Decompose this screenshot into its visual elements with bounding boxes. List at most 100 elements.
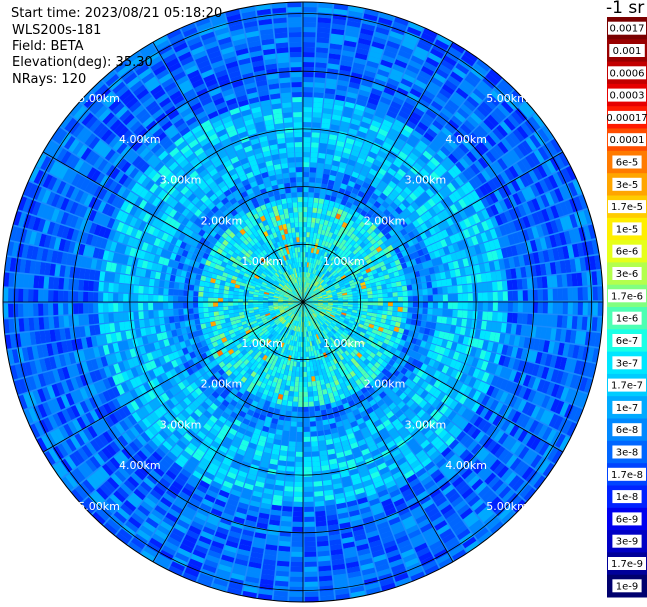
ppi-gate bbox=[316, 254, 321, 260]
ppi-gate bbox=[414, 125, 426, 136]
ppi-gate bbox=[526, 362, 535, 375]
ppi-gate bbox=[303, 456, 312, 462]
ppi-gate bbox=[361, 314, 367, 319]
ppi-gate bbox=[306, 222, 311, 228]
ppi-gate bbox=[551, 275, 558, 288]
ppi-gate bbox=[325, 215, 331, 221]
ppi-gate bbox=[587, 224, 597, 239]
ppi-gate bbox=[402, 302, 408, 307]
ppi-gate bbox=[364, 107, 376, 115]
ppi-gate bbox=[521, 278, 528, 290]
ppi-gate bbox=[340, 285, 346, 290]
ppi-gate bbox=[466, 193, 476, 204]
ppi-gate bbox=[308, 247, 312, 253]
ppi-gate bbox=[566, 273, 573, 287]
ppi-gate bbox=[312, 298, 318, 301]
ppi-gate bbox=[536, 210, 545, 224]
ppi-gate bbox=[376, 184, 385, 193]
ppi-gate bbox=[360, 209, 368, 217]
ppi-gate bbox=[334, 99, 345, 107]
ppi-gate bbox=[279, 535, 291, 542]
ppi-gate bbox=[358, 152, 368, 160]
ppi-gate bbox=[474, 187, 485, 199]
ppi-gate bbox=[363, 255, 370, 261]
ppi-gate bbox=[322, 224, 328, 231]
ppi-gate bbox=[452, 285, 458, 294]
ppi-gate bbox=[328, 200, 335, 207]
ppi-gate bbox=[472, 175, 483, 187]
ppi-gate bbox=[338, 74, 350, 82]
ppi-gate bbox=[477, 283, 483, 292]
ppi-gate bbox=[342, 194, 350, 202]
ppi-gate bbox=[477, 157, 489, 169]
ppi-gate bbox=[579, 393, 589, 408]
ppi-gate bbox=[461, 276, 467, 285]
ppi-gate bbox=[396, 252, 404, 259]
ppi-gate bbox=[290, 571, 303, 577]
ppi-gate bbox=[449, 325, 457, 334]
ppi-gate bbox=[567, 344, 575, 358]
ppi-gate bbox=[421, 247, 429, 255]
ppi-gate bbox=[292, 526, 303, 532]
ppi-gate bbox=[314, 227, 319, 234]
ppi-gate bbox=[383, 87, 396, 96]
ppi-gate bbox=[340, 121, 350, 128]
ppi-gate bbox=[458, 83, 472, 96]
ppi-gate bbox=[521, 188, 531, 201]
ppi-gate bbox=[428, 142, 440, 153]
ppi-gate bbox=[349, 261, 356, 267]
ppi-gate bbox=[289, 386, 295, 392]
ppi-gate bbox=[454, 326, 461, 335]
ppi-gate bbox=[303, 366, 307, 372]
ppi-gate bbox=[327, 273, 333, 279]
ppi-gate bbox=[479, 330, 486, 340]
ppi-gate bbox=[488, 261, 496, 272]
ppi-gate bbox=[281, 511, 292, 517]
ppi-gate bbox=[347, 258, 354, 264]
ppi-gate bbox=[362, 245, 369, 252]
ppi-gate bbox=[387, 302, 393, 307]
ppi-gate bbox=[522, 101, 535, 115]
ppi-gate bbox=[423, 61, 437, 72]
ppi-gate bbox=[465, 346, 472, 356]
ppi-gate bbox=[477, 302, 483, 311]
ppi-gate bbox=[316, 276, 321, 282]
ppi-gate bbox=[507, 302, 513, 312]
ppi-gate bbox=[308, 401, 314, 407]
ppi-gate bbox=[283, 425, 290, 432]
ppi-gate bbox=[395, 215, 404, 223]
ppi-gate bbox=[304, 292, 306, 298]
ppi-gate bbox=[335, 145, 344, 152]
ppi-gate bbox=[477, 292, 483, 301]
ppi-gate bbox=[466, 237, 474, 247]
ppi-gate bbox=[477, 141, 489, 153]
ppi-gate bbox=[294, 471, 303, 477]
ppi-gate bbox=[531, 226, 540, 239]
ppi-gate bbox=[397, 168, 407, 178]
ppi-gate bbox=[403, 233, 411, 242]
ppi-gate bbox=[307, 297, 313, 300]
ppi-gate bbox=[364, 318, 371, 324]
ppi-gate bbox=[525, 266, 532, 278]
ppi-gate bbox=[436, 257, 443, 265]
ppi-gate bbox=[329, 48, 342, 55]
ppi-gate bbox=[305, 282, 307, 288]
polar-plot: 1.00km2.00km3.00km4.00km5.00km1.00km2.00… bbox=[2, 1, 604, 603]
ppi-gate bbox=[331, 114, 342, 121]
ppi-gate bbox=[314, 192, 320, 199]
ppi-gate bbox=[449, 269, 456, 278]
ppi-gate bbox=[385, 278, 391, 284]
ppi-gate bbox=[321, 274, 327, 280]
ppi-gate bbox=[573, 228, 582, 243]
ppi-gate bbox=[409, 324, 416, 332]
ppi-gate bbox=[561, 168, 572, 183]
ppi-gate bbox=[463, 207, 472, 217]
ppi-gate bbox=[363, 322, 370, 327]
ppi-gate bbox=[388, 193, 397, 202]
ppi-gate bbox=[384, 172, 394, 181]
ppi-gate bbox=[406, 138, 417, 148]
ppi-gate bbox=[291, 546, 303, 552]
ppi-gate bbox=[304, 476, 313, 482]
ppi-gate bbox=[540, 327, 547, 339]
ppi-gate bbox=[310, 291, 315, 296]
